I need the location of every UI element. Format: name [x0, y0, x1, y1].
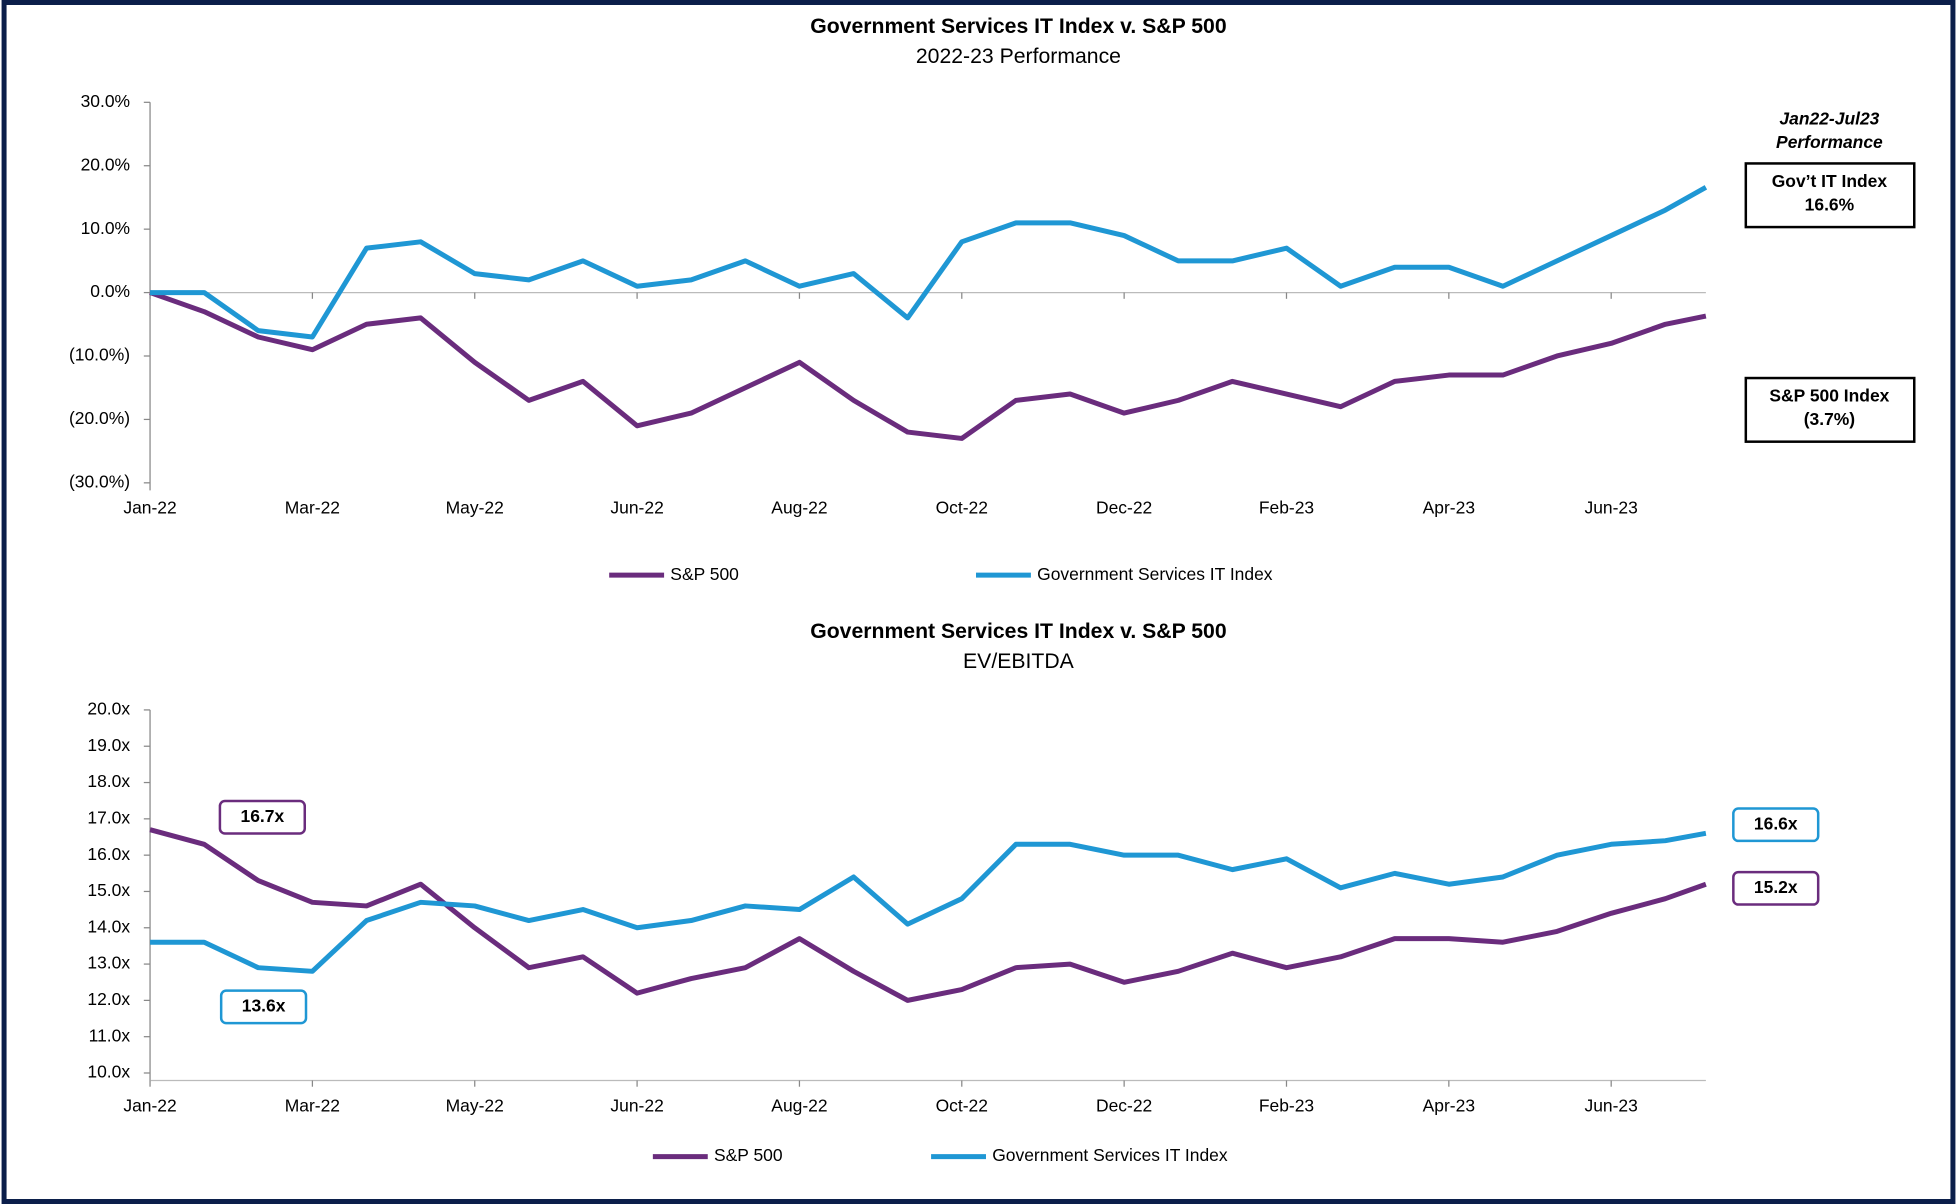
- x-tick-label: May-22: [446, 1095, 504, 1115]
- annotation-label: 15.2x: [1754, 877, 1798, 897]
- series-line: [149, 827, 1707, 1003]
- y-tick-label: (30.0%): [69, 471, 130, 491]
- x-tick-label: Feb-23: [1259, 1095, 1314, 1115]
- series-line: [149, 290, 1707, 441]
- legend-label: S&P 500: [670, 564, 739, 584]
- panel-value: 16.6%: [1805, 194, 1855, 214]
- panel-value: (3.7%): [1804, 409, 1855, 429]
- y-tick-label: 12.0x: [87, 989, 130, 1009]
- y-tick-label: 18.0x: [87, 771, 130, 791]
- annotation-label: 16.7x: [240, 806, 284, 826]
- y-tick-label: 16.0x: [87, 844, 130, 864]
- y-tick-label: 11.0x: [89, 1025, 131, 1045]
- y-tick-label: (20.0%): [69, 408, 130, 428]
- x-tick-label: Apr-23: [1423, 1095, 1475, 1115]
- chart-title: Government Services IT Index v. S&P 500: [810, 15, 1226, 38]
- annotation-box: [1732, 870, 1820, 906]
- y-tick-label: 13.0x: [87, 953, 130, 973]
- legend-label: Government Services IT Index: [1037, 564, 1273, 584]
- y-tick-label: 15.0x: [87, 880, 130, 900]
- panel-heading: Jan22-Jul23: [1779, 108, 1879, 128]
- y-tick-label: 14.0x: [87, 916, 130, 936]
- legend-label: Government Services IT Index: [992, 1145, 1228, 1165]
- x-tick-label: Jun-23: [1584, 1095, 1637, 1115]
- panel-box: [1744, 162, 1916, 229]
- x-tick-label: Dec-22: [1096, 498, 1152, 518]
- x-tick-label: Mar-22: [285, 498, 340, 518]
- y-tick-label: 19.0x: [87, 735, 130, 755]
- series-line: [150, 185, 1708, 340]
- x-tick-label: Jun-22: [610, 1095, 663, 1115]
- chart-title: Government Services IT Index v. S&P 500: [810, 620, 1226, 643]
- x-tick-label: Apr-23: [1423, 498, 1475, 518]
- x-tick-label: Jun-23: [1584, 498, 1637, 518]
- y-tick-label: 10.0x: [87, 1062, 130, 1082]
- annotation-box: [219, 989, 308, 1025]
- chart-subtitle: EV/EBITDA: [963, 650, 1075, 673]
- annotation-box: [218, 799, 307, 835]
- y-tick-label: 20.0x: [87, 699, 130, 719]
- x-tick-label: Oct-22: [936, 498, 988, 518]
- panel-label: Gov’t IT Index: [1772, 171, 1888, 191]
- series-line: [150, 830, 1707, 974]
- x-tick-label: May-22: [446, 498, 504, 518]
- x-tick-label: Mar-22: [285, 1095, 340, 1115]
- panel-label: S&P 500 Index: [1769, 385, 1889, 405]
- y-tick-label: 30.0%: [81, 91, 131, 111]
- y-tick-label: 0.0%: [90, 281, 130, 301]
- annotation-box: [1732, 807, 1820, 843]
- chart-subtitle: 2022-23 Performance: [916, 45, 1121, 68]
- x-tick-label: Jan-22: [123, 1095, 176, 1115]
- y-tick-label: 20.0%: [81, 154, 131, 174]
- x-tick-label: Aug-22: [771, 498, 827, 518]
- x-tick-label: Dec-22: [1096, 1095, 1152, 1115]
- x-tick-label: Oct-22: [936, 1095, 988, 1115]
- legend-label: S&P 500: [714, 1145, 783, 1165]
- x-tick-label: Feb-23: [1259, 498, 1314, 518]
- annotation-label: 16.6x: [1754, 813, 1798, 833]
- y-tick-label: 17.0x: [87, 807, 130, 827]
- annotation-label: 13.6x: [242, 995, 286, 1015]
- panel-box: [1744, 376, 1916, 443]
- x-tick-label: Jun-22: [610, 498, 663, 518]
- panel-heading: Performance: [1776, 132, 1883, 152]
- x-tick-label: Jan-22: [123, 498, 176, 518]
- x-tick-label: Aug-22: [771, 1095, 827, 1115]
- y-tick-label: 10.0%: [81, 218, 131, 238]
- y-tick-label: (10.0%): [69, 345, 130, 365]
